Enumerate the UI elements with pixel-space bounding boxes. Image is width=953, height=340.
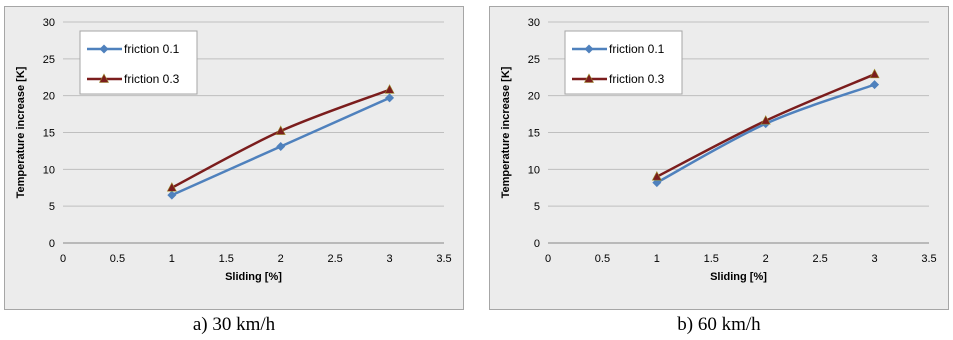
- x-tick-label: 3: [872, 253, 878, 265]
- legend-label: friction 0.3: [609, 72, 665, 86]
- legend-marker: [584, 73, 594, 83]
- data-point: [760, 115, 771, 125]
- gridlines-a: [63, 21, 444, 244]
- x-tick-label: 2: [278, 253, 284, 265]
- data-point: [384, 84, 395, 94]
- chart-panel-b: 0 5 10 15 20 25 30 0 0.5 1 1.5 2 2.5 3 3.5 Sliding [%] T…: [489, 0, 951, 340]
- legend-label: friction 0.1: [124, 42, 180, 56]
- y-tick-label: 15: [528, 128, 540, 140]
- x-tick-label: 2: [763, 253, 769, 265]
- x-tick-label: 2.5: [812, 253, 827, 265]
- data-point: [870, 80, 880, 90]
- x-tick-label: 1: [654, 253, 660, 265]
- x-tick-label: 1.5: [219, 253, 234, 265]
- data-point: [276, 141, 286, 151]
- y-tick-label: 30: [528, 17, 540, 29]
- series-line: [656, 83, 875, 184]
- legend-label: friction 0.3: [124, 72, 180, 86]
- line-chart-a: 0 5 10 15 20 25 30 0 0.5 1 1.5 2 2.5 3 3.5 Sliding [%] T…: [15, 17, 452, 283]
- legend-marker: [99, 73, 109, 83]
- x-axis-title: Sliding [%]: [710, 271, 767, 283]
- x-tick-label: 0: [545, 253, 551, 265]
- x-axis-title: Sliding [%]: [225, 271, 282, 283]
- y-tick-label: 30: [43, 17, 55, 29]
- legend-marker: [99, 44, 109, 54]
- x-tick-label: 0: [60, 253, 66, 265]
- data-point: [275, 125, 286, 135]
- series-2-b: [651, 68, 880, 181]
- data-point: [167, 190, 177, 200]
- chart-caption-a: a) 30 km/h: [192, 314, 276, 335]
- x-tick-label: 0.5: [110, 253, 125, 265]
- y-axis-title: Temperature increase [K]: [500, 66, 512, 198]
- x-tick-label: 2.5: [327, 253, 342, 265]
- series-line: [171, 88, 391, 189]
- x-tick-label: 3.5: [436, 253, 451, 265]
- x-tick-label: 3: [387, 253, 393, 265]
- legend-marker: [584, 44, 594, 54]
- legend-b: friction 0.1 friction 0.3: [564, 30, 683, 95]
- y-tick-label: 25: [43, 54, 55, 66]
- y-tick-label: 20: [528, 91, 540, 103]
- x-tick-label: 0.5: [595, 253, 610, 265]
- y-tick-label: 5: [534, 201, 540, 213]
- legend-box: [79, 30, 198, 95]
- legend-a: friction 0.1 friction 0.3: [79, 30, 198, 95]
- y-tick-label: 15: [43, 128, 55, 140]
- data-point: [166, 182, 177, 192]
- y-tick-label: 10: [43, 164, 55, 176]
- x-tick-label: 3.5: [921, 253, 936, 265]
- series-1-a: [167, 93, 395, 200]
- x-tick-label: 1: [169, 253, 175, 265]
- y-tick-label: 5: [49, 201, 55, 213]
- data-point: [869, 68, 880, 79]
- y-tick-label: 10: [528, 164, 540, 176]
- legend-box: [564, 30, 683, 95]
- chart-caption-b: b) 60 km/h: [677, 314, 761, 335]
- y-tick-label: 20: [43, 91, 55, 103]
- y-tick-label: 25: [528, 54, 540, 66]
- y-axis-title: Temperature increase [K]: [15, 66, 27, 198]
- y-tick-label: 0: [534, 238, 540, 250]
- series-2-a: [166, 84, 395, 192]
- data-point: [651, 171, 662, 181]
- legend-label: friction 0.1: [609, 42, 665, 56]
- chart-panel-a: 0 5 10 15 20 25 30 0 0.5 1 1.5 2 2.5 3 3.5 Sliding [%] T…: [4, 0, 466, 340]
- y-tick-label: 0: [49, 238, 55, 250]
- line-chart-b: 0 5 10 15 20 25 30 0 0.5 1 1.5 2 2.5 3 3.5 Sliding [%] T…: [500, 17, 937, 283]
- data-point: [385, 93, 395, 103]
- gridlines-b: [548, 21, 929, 244]
- x-tick-label: 1.5: [704, 253, 719, 265]
